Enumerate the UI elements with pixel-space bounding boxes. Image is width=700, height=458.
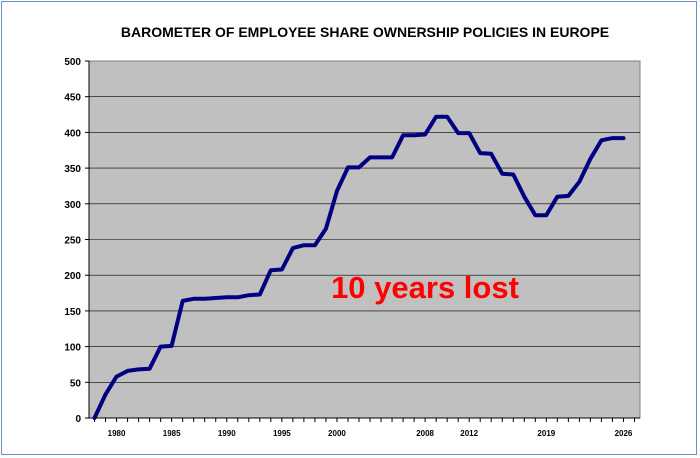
- y-tick-label: 350: [64, 164, 81, 175]
- x-tick-label: 1980: [108, 429, 126, 438]
- y-axis-ticks: 0 50 100 150 200 250 300 350 400 450 500: [64, 57, 89, 425]
- x-tick-label: 1995: [273, 429, 291, 438]
- y-tick-label: 150: [64, 307, 81, 318]
- x-tick-label: 1990: [218, 429, 236, 438]
- x-tick-label: 2000: [328, 429, 346, 438]
- y-tick-label: 300: [64, 200, 81, 211]
- y-tick-label: 250: [64, 236, 81, 247]
- y-tick-label: 450: [64, 93, 81, 104]
- y-tick-label: 200: [64, 271, 81, 282]
- y-tick-label: 400: [64, 128, 81, 139]
- x-tick-label: 2012: [460, 429, 478, 438]
- chart-title: BAROMETER OF EMPLOYEE SHARE OWNERSHIP PO…: [121, 24, 609, 40]
- gridlines: [89, 96, 640, 383]
- x-tick-label: 2008: [416, 429, 434, 438]
- x-tick-label: 1985: [163, 429, 181, 438]
- y-tick-label: 50: [70, 378, 82, 389]
- series-group: [92, 114, 626, 420]
- y-tick-label: 100: [64, 343, 81, 354]
- x-axis-ticks: 1980 1985 1990 1995 2000 2008 2012 2019 2026: [94, 418, 635, 438]
- x-tick-label: 2026: [615, 429, 633, 438]
- y-tick-label: 500: [64, 57, 81, 68]
- y-tick-label: 0: [75, 414, 81, 425]
- x-tick-label: 2019: [537, 429, 555, 438]
- annotation-label: 10 years lost: [331, 270, 519, 305]
